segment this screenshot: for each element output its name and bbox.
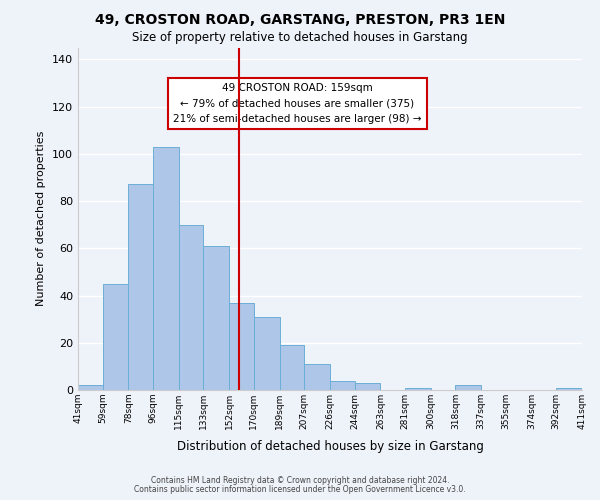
Text: Contains public sector information licensed under the Open Government Licence v3: Contains public sector information licen…: [134, 485, 466, 494]
Text: Size of property relative to detached houses in Garstang: Size of property relative to detached ho…: [132, 31, 468, 44]
Bar: [128, 184, 153, 390]
Y-axis label: Number of detached properties: Number of detached properties: [37, 131, 46, 306]
Bar: [78, 386, 103, 390]
X-axis label: Distribution of detached houses by size in Garstang: Distribution of detached houses by size …: [176, 440, 484, 454]
Bar: [103, 284, 128, 390]
Bar: [280, 345, 304, 390]
Bar: [304, 364, 330, 390]
Bar: [556, 388, 582, 390]
Bar: [153, 146, 179, 390]
Bar: [330, 380, 355, 390]
Bar: [229, 302, 254, 390]
Bar: [455, 386, 481, 390]
Text: 49 CROSTON ROAD: 159sqm
← 79% of detached houses are smaller (375)
21% of semi-d: 49 CROSTON ROAD: 159sqm ← 79% of detache…: [173, 84, 421, 124]
Bar: [355, 383, 380, 390]
Bar: [405, 388, 431, 390]
Text: 49, CROSTON ROAD, GARSTANG, PRESTON, PR3 1EN: 49, CROSTON ROAD, GARSTANG, PRESTON, PR3…: [95, 12, 505, 26]
Bar: [203, 246, 229, 390]
Text: Contains HM Land Registry data © Crown copyright and database right 2024.: Contains HM Land Registry data © Crown c…: [151, 476, 449, 485]
Bar: [179, 224, 203, 390]
Bar: [254, 317, 280, 390]
